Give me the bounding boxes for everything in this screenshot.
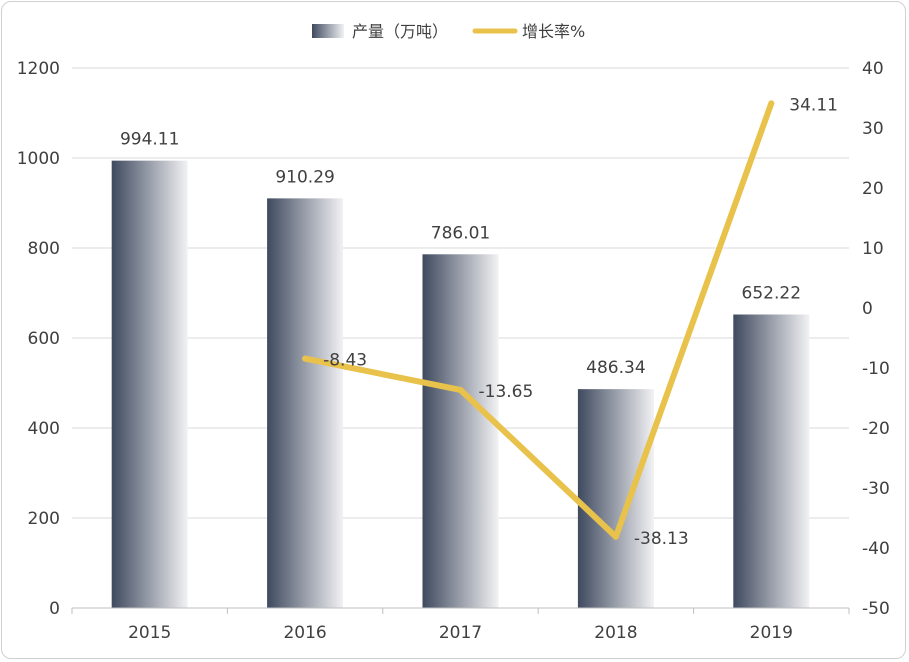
line-point	[612, 533, 619, 540]
line-point	[768, 100, 775, 107]
bar	[111, 160, 188, 608]
bar-series	[111, 160, 810, 608]
line-value-label: -13.65	[479, 382, 534, 402]
growth-rate-line	[302, 100, 775, 540]
legend: 产量（万吨） 增长率%	[312, 22, 585, 41]
y-right-tick-label: 0	[862, 299, 873, 319]
line-point	[457, 386, 464, 393]
x-tick-label: 2017	[439, 623, 482, 643]
bar-value-label: 994.11	[120, 130, 179, 150]
y-left-tick-label: 1200	[17, 59, 60, 79]
bar	[577, 389, 654, 608]
bar-value-label: 486.34	[586, 358, 645, 378]
bar-value-label: 910.29	[275, 167, 334, 187]
x-tick-label: 2016	[283, 623, 326, 643]
y-left-tick-label: 800	[28, 239, 60, 259]
bar	[267, 198, 344, 608]
y-right-tick-label: -40	[862, 539, 890, 559]
x-tick-label: 2015	[128, 623, 171, 643]
line-value-label: -8.43	[323, 351, 367, 371]
y-right-tick-label: -30	[862, 479, 890, 499]
line-point	[302, 355, 309, 362]
gridlines	[72, 67, 849, 519]
legend-bar-label: 产量（万吨）	[352, 22, 448, 41]
y-right-tick-label: -10	[862, 359, 890, 379]
y-left-tick-label: 400	[28, 419, 60, 439]
line-value-label: 34.11	[789, 95, 838, 115]
x-tick-label: 2019	[750, 623, 793, 643]
y-left-tick-label: 600	[28, 329, 60, 349]
legend-line-label: 增长率%	[522, 22, 585, 41]
y-right-tick-label: 20	[862, 179, 884, 199]
y-left-tick-label: 0	[49, 599, 60, 619]
y-right-tick-label: 10	[862, 239, 884, 259]
y-right-tick-label: -50	[862, 599, 890, 619]
axes: 0 200 400 600 800 1000 1200 -50 -40 -30 -20 -10 0 10 2…	[17, 59, 890, 643]
x-tick-label: 2018	[594, 623, 637, 643]
y-left-tick-label: 1000	[17, 149, 60, 169]
data-labels: 994.11 910.29 786.01 486.34 652.22 -8.43 -13.6…	[120, 95, 838, 548]
bar-value-label: 652.22	[742, 284, 801, 304]
bar	[422, 254, 499, 608]
bar	[733, 314, 810, 608]
bar-value-label: 786.01	[431, 223, 490, 243]
line-series	[302, 100, 775, 540]
y-right-tick-label: -20	[862, 419, 890, 439]
line-value-label: -38.13	[634, 529, 689, 549]
y-right-tick-label: 30	[862, 119, 884, 139]
y-right-tick-label: 40	[862, 59, 884, 79]
y-left-tick-label: 200	[28, 509, 60, 529]
legend-bar-swatch	[312, 24, 344, 38]
